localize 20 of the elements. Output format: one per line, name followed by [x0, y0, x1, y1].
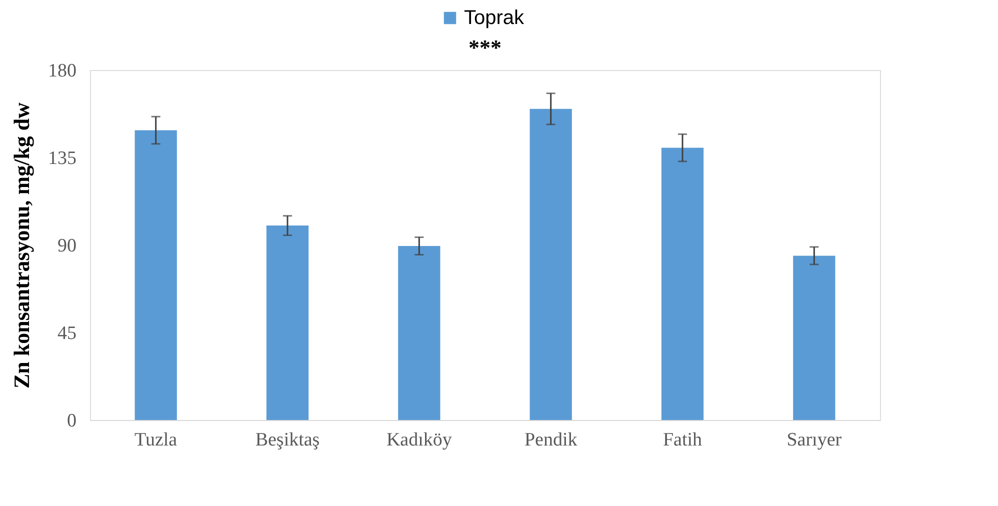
legend-label: Toprak — [464, 7, 526, 29]
y-tick-label: 0 — [67, 410, 76, 432]
text: *** — [468, 35, 502, 60]
y-tick-label: 90 — [58, 236, 76, 256]
x-tick-label: Beşiktaş — [255, 430, 320, 450]
x-tick-label: Fatih — [662, 430, 703, 450]
x-tick-label: Sarıyer — [786, 430, 842, 450]
y-tick-label: 45 — [58, 323, 76, 344]
y-tick-label: 180 — [48, 60, 76, 82]
bar — [266, 226, 309, 420]
bar — [134, 130, 177, 420]
bar — [398, 246, 440, 420]
y-axis-title: Zn konsantrasyonu, mg/kg dw — [9, 102, 34, 389]
bar — [661, 148, 704, 420]
y-tick-label: 135 — [48, 148, 76, 169]
x-tick-label: Kadıköy — [386, 430, 452, 450]
x-tick-label: Pendik — [524, 430, 578, 450]
bar — [793, 256, 836, 420]
x-tick-label: Tuzla — [134, 430, 178, 450]
bar — [530, 108, 572, 420]
